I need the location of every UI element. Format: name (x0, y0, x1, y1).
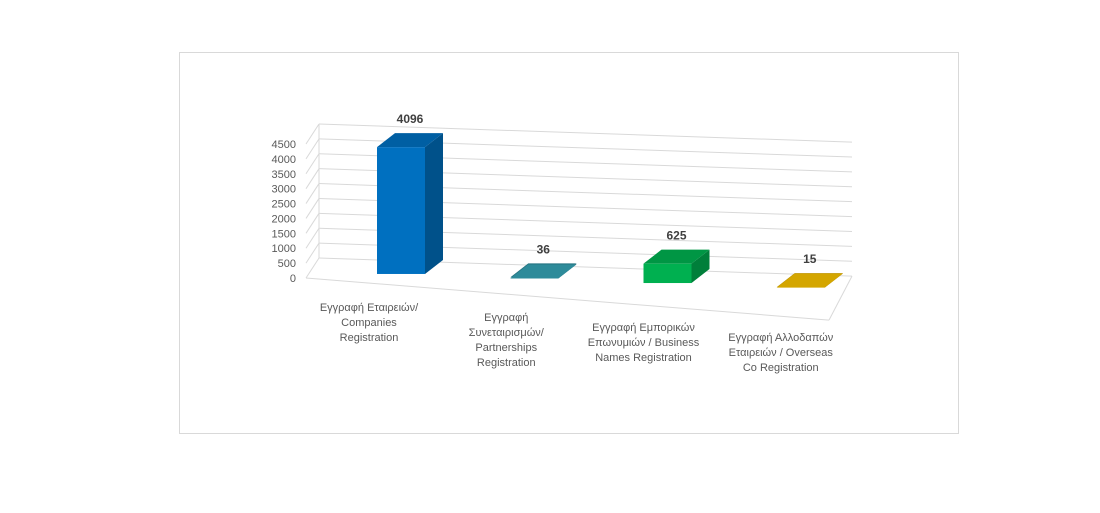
category-label-line: Co Registration (743, 362, 819, 374)
bar-3 (776, 273, 843, 288)
bar-front (776, 273, 843, 288)
bar-top (643, 249, 710, 264)
wall-line-4000 (305, 138, 320, 160)
bar-front (510, 264, 577, 279)
y-tick-label: 1500 (272, 228, 296, 240)
floor-right-edge (828, 275, 853, 321)
wall-line-4500 (305, 123, 320, 145)
data-label: 625 (666, 229, 686, 243)
y-tick-label: 1000 (272, 243, 296, 255)
category-label-line: Συνεταιρισμών/ (469, 327, 545, 339)
category-label-line: Registration (340, 332, 399, 344)
category-label: Εγγραφή Αλλοδαπών Εταιρειών / Overseas Co … (728, 332, 833, 374)
y-tick-label: 2500 (272, 199, 296, 211)
data-label: 36 (537, 242, 551, 256)
bar-side (425, 133, 443, 274)
category-label-line: Εγγραφή Αλλοδαπών (728, 332, 833, 344)
y-tick-label: 2000 (272, 213, 296, 225)
wall-line-500 (305, 242, 320, 264)
gridline-4500 (318, 123, 853, 143)
wall-line-0 (305, 257, 320, 279)
category-label-line: Companies (341, 317, 397, 329)
category-label-line: Εγγραφή Εταιρειών/ (320, 302, 419, 314)
bar-1 (510, 263, 577, 279)
bar-front (377, 147, 425, 274)
bars (377, 133, 843, 288)
category-label-line: Εγγραφή Εμπορικών (592, 322, 695, 334)
y-tick-label: 4000 (272, 154, 296, 166)
bar-front (643, 263, 692, 284)
category-labels: Εγγραφή Εταιρειών/Companies RegistrationΕ… (320, 302, 834, 374)
bar-2 (643, 249, 710, 284)
category-label-line: Partnerships (475, 342, 537, 354)
wall-line-1000 (305, 227, 320, 249)
y-axis-ticks: 0 500 1000 1500 2000 2500 3000 3500 4000 4500 (272, 139, 296, 285)
y-tick-label: 500 (278, 258, 296, 270)
y-tick-label: 3500 (272, 169, 296, 181)
bar-top (377, 133, 443, 148)
data-label: 15 (803, 252, 817, 266)
wall-line-3000 (305, 168, 320, 189)
bar-side (691, 249, 710, 284)
y-tick-label: 3000 (272, 184, 296, 196)
category-label: Εγγραφή Εταιρειών/Companies Registration (320, 302, 419, 344)
category-label: Εγγραφή Συνεταιρισμών/Partnerships Registr… (469, 312, 545, 369)
wall-line-3500 (305, 153, 320, 175)
data-label: 4096 (397, 112, 424, 126)
category-label-line: Names Registration (595, 352, 692, 364)
category-label-line: Registration (477, 357, 536, 369)
bar-0 (377, 133, 443, 274)
category-label-line: Επωνυμιών / Business (588, 337, 700, 349)
wall-line-2000 (305, 198, 320, 219)
wall-line-1500 (305, 213, 320, 234)
wall-line-2500 (305, 183, 320, 204)
category-label-line: Εγγραφή (484, 312, 528, 324)
category-label-line: Εταιρειών / Overseas (729, 347, 834, 359)
category-label: Εγγραφή Εμπορικών Επωνυμιών / Business Nam… (588, 322, 700, 364)
y-tick-label: 4500 (272, 139, 296, 151)
floor-front-edge (305, 277, 830, 321)
data-labels: 4096 36 625 15 (397, 112, 817, 266)
y-tick-label: 0 (290, 273, 296, 285)
